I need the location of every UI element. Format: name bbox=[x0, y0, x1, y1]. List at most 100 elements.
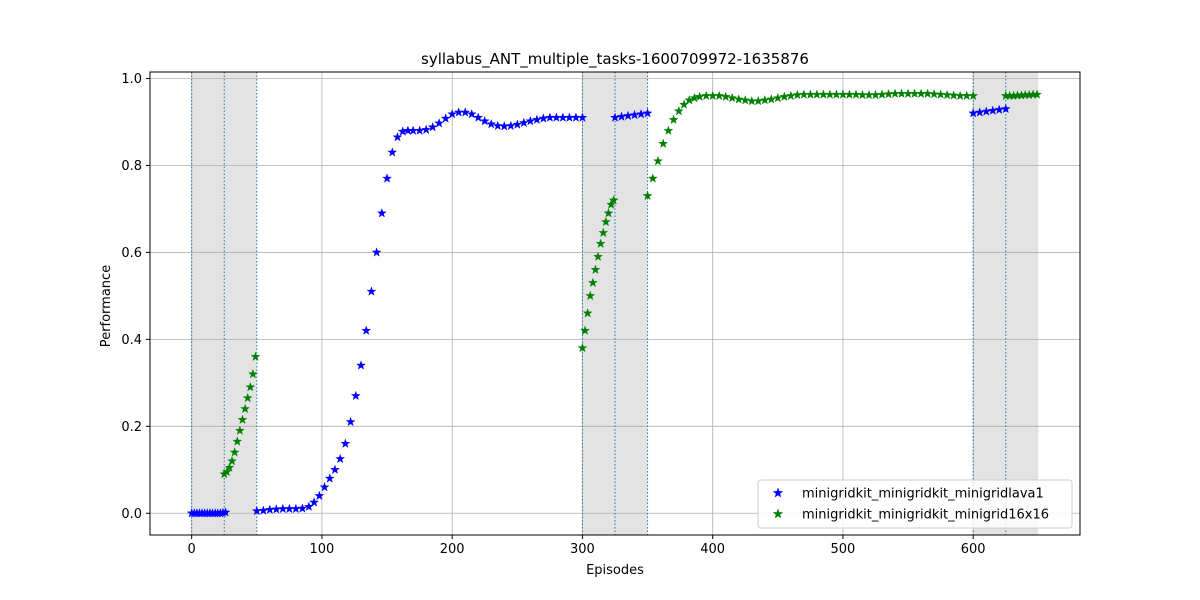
data-point bbox=[460, 107, 471, 117]
data-point bbox=[371, 247, 382, 257]
data-point bbox=[582, 308, 593, 318]
data-point bbox=[577, 342, 588, 353]
data-point bbox=[647, 173, 658, 183]
data-point bbox=[440, 113, 451, 123]
x-axis-label: Episodes bbox=[586, 563, 644, 578]
data-point bbox=[366, 286, 377, 296]
x-tick-label: 200 bbox=[440, 542, 465, 557]
data-point bbox=[392, 132, 403, 142]
data-point bbox=[479, 115, 490, 126]
data-point bbox=[663, 125, 674, 135]
y-tick-label: 0.8 bbox=[121, 159, 142, 174]
data-point bbox=[486, 118, 497, 129]
data-point bbox=[309, 497, 320, 507]
data-point bbox=[727, 92, 738, 103]
data-point bbox=[603, 208, 614, 218]
x-tick-label: 500 bbox=[831, 542, 856, 557]
data-point bbox=[492, 120, 503, 131]
data-point bbox=[740, 95, 751, 105]
data-point bbox=[525, 115, 536, 126]
data-point bbox=[598, 227, 609, 238]
data-point bbox=[447, 108, 458, 119]
data-point bbox=[714, 90, 725, 101]
data-point bbox=[922, 88, 933, 98]
legend-box bbox=[757, 479, 1073, 529]
data-point bbox=[766, 94, 777, 104]
legend-label: minigridkit_minigridkit_minigrid16x16 bbox=[802, 508, 1049, 523]
series-2 bbox=[219, 88, 1042, 479]
y-tick-label: 0.2 bbox=[121, 420, 142, 435]
data-point bbox=[242, 392, 253, 403]
axes-frame bbox=[149, 71, 1081, 536]
data-point bbox=[642, 108, 653, 118]
data-point bbox=[356, 360, 366, 370]
data-point bbox=[668, 114, 679, 125]
data-point bbox=[606, 199, 617, 209]
data-point bbox=[224, 462, 235, 472]
data-point bbox=[376, 208, 387, 218]
data-point bbox=[387, 147, 398, 157]
data-point bbox=[247, 368, 258, 379]
data-point bbox=[240, 403, 251, 414]
data-point bbox=[948, 90, 959, 100]
data-point bbox=[319, 481, 330, 492]
data-point bbox=[314, 490, 325, 501]
data-point bbox=[237, 414, 248, 425]
data-point bbox=[968, 90, 979, 101]
data-point bbox=[221, 466, 232, 477]
data-point bbox=[1000, 103, 1011, 114]
data-point bbox=[434, 118, 445, 128]
data-point bbox=[473, 112, 484, 122]
legend: minigridkit_minigridkit_minigridlava1min… bbox=[757, 479, 1073, 529]
data-point bbox=[421, 124, 432, 135]
y-tick-label: 0.6 bbox=[121, 246, 142, 261]
data-point bbox=[505, 120, 516, 131]
data-point bbox=[340, 438, 351, 448]
data-point bbox=[512, 119, 523, 129]
data-point bbox=[350, 390, 361, 401]
data-point bbox=[466, 108, 477, 119]
data-point bbox=[531, 114, 542, 125]
x-tick-label: 300 bbox=[570, 542, 595, 557]
data-point bbox=[942, 89, 953, 100]
data-point bbox=[297, 503, 308, 513]
chart-title: syllabus_ANT_multiple_tasks-1600709972-1… bbox=[421, 50, 809, 69]
data-point bbox=[929, 88, 940, 99]
legend-marker bbox=[772, 487, 784, 498]
x-tick-label: 600 bbox=[961, 542, 986, 557]
series-1 bbox=[186, 103, 1011, 518]
data-point bbox=[250, 351, 261, 361]
data-point bbox=[234, 425, 245, 435]
data-point bbox=[1032, 89, 1042, 99]
data-point bbox=[361, 325, 372, 335]
data-point bbox=[590, 264, 601, 275]
data-point bbox=[580, 325, 590, 335]
data-point bbox=[577, 112, 588, 122]
data-point bbox=[600, 216, 611, 227]
data-point bbox=[851, 89, 861, 99]
data-point bbox=[335, 453, 346, 464]
data-point bbox=[382, 173, 393, 183]
data-point bbox=[595, 238, 606, 248]
data-point bbox=[330, 464, 340, 475]
data-point bbox=[227, 455, 238, 466]
y-axis-label: Performance bbox=[99, 265, 114, 347]
data-point bbox=[427, 122, 438, 132]
y-tick-label: 0.0 bbox=[121, 507, 142, 522]
x-tick-label: 0 bbox=[188, 542, 196, 557]
data-point bbox=[772, 92, 783, 103]
data-point bbox=[673, 105, 684, 116]
data-point bbox=[733, 94, 744, 104]
data-point bbox=[658, 138, 669, 148]
legend-label: minigridkit_minigridkit_minigridlava1 bbox=[802, 487, 1044, 502]
x-tick-label: 100 bbox=[310, 542, 335, 557]
data-point bbox=[593, 251, 604, 261]
data-point bbox=[720, 91, 731, 101]
data-point bbox=[245, 381, 256, 392]
data-point bbox=[345, 416, 356, 427]
data-point bbox=[324, 473, 335, 483]
plot-area: 0 100 200 300 400 500 600 0.0 0.2 0.4 0.6 0.8 1.0 bbox=[121, 71, 1081, 557]
y-tick-label: 0.4 bbox=[121, 333, 142, 348]
data-point bbox=[608, 195, 619, 205]
